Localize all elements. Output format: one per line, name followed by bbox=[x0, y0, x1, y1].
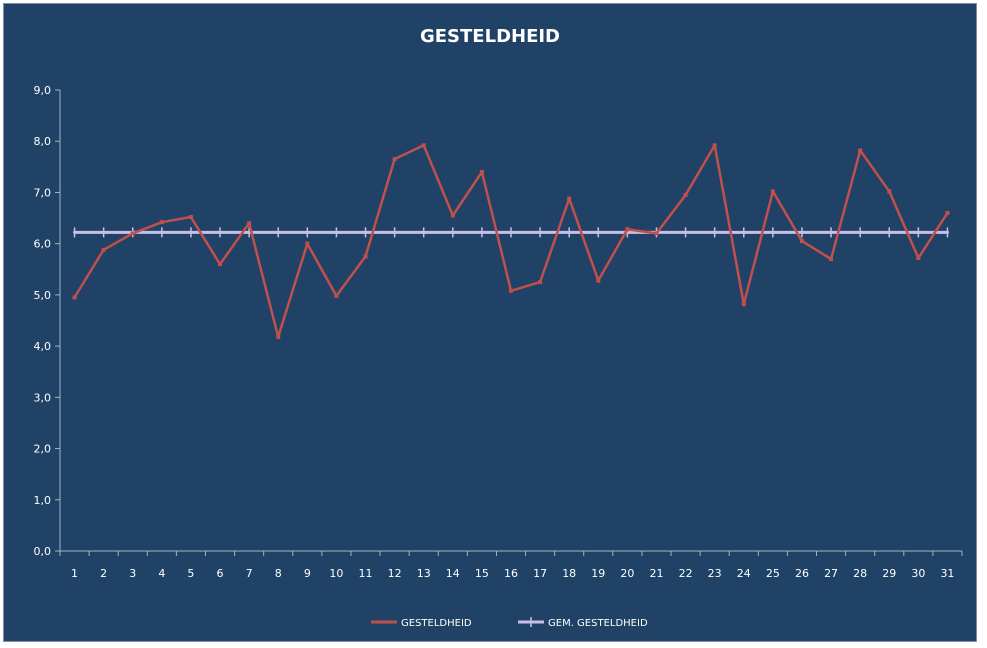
data-point-gesteldheid bbox=[479, 169, 484, 174]
data-point-gesteldheid bbox=[858, 148, 863, 153]
data-point-gesteldheid bbox=[188, 215, 193, 220]
data-point-gesteldheid bbox=[829, 257, 834, 262]
y-tick-label: 4,0 bbox=[34, 340, 52, 353]
data-point-gesteldheid bbox=[567, 196, 572, 201]
y-tick-label: 9,0 bbox=[34, 84, 52, 97]
x-tick-label: 28 bbox=[853, 567, 867, 580]
x-tick-label: 6 bbox=[217, 567, 224, 580]
x-tick-label: 14 bbox=[446, 567, 460, 580]
y-tick-label: 6,0 bbox=[34, 238, 52, 251]
x-tick-label: 7 bbox=[246, 567, 253, 580]
data-point-gesteldheid bbox=[363, 254, 368, 259]
x-tick-label: 8 bbox=[275, 567, 282, 580]
y-tick-label: 1,0 bbox=[34, 494, 52, 507]
x-tick-label: 26 bbox=[795, 567, 809, 580]
data-point-gesteldheid bbox=[159, 220, 164, 225]
data-point-gesteldheid bbox=[712, 143, 717, 148]
x-tick-label: 16 bbox=[504, 567, 518, 580]
data-point-gesteldheid bbox=[305, 241, 310, 246]
x-tick-label: 20 bbox=[620, 567, 634, 580]
y-tick-label: 2,0 bbox=[34, 443, 52, 456]
series-line-gesteldheid bbox=[73, 144, 949, 339]
y-tick-label: 0,0 bbox=[34, 545, 52, 558]
legend: GESTELDHEID GEM. GESTELDHEID bbox=[371, 617, 648, 629]
data-point-gesteldheid bbox=[916, 256, 921, 261]
x-tick-label: 25 bbox=[766, 567, 780, 580]
data-point-gesteldheid bbox=[421, 143, 426, 148]
data-point-gesteldheid bbox=[334, 293, 339, 298]
x-tick-label: 23 bbox=[708, 567, 722, 580]
x-tick-label: 3 bbox=[129, 567, 136, 580]
data-point-gesteldheid bbox=[741, 302, 746, 307]
x-tick-label: 24 bbox=[737, 567, 751, 580]
data-point-gesteldheid bbox=[945, 210, 950, 215]
data-point-gesteldheid bbox=[654, 231, 659, 236]
data-point-gesteldheid bbox=[770, 189, 775, 194]
x-tick-label: 10 bbox=[329, 567, 343, 580]
data-point-gesteldheid bbox=[101, 247, 106, 252]
x-tick-label: 17 bbox=[533, 567, 547, 580]
x-tick-label: 11 bbox=[359, 567, 373, 580]
y-tick-label: 7,0 bbox=[34, 186, 52, 199]
data-point-gesteldheid bbox=[538, 280, 543, 285]
y-tick-label: 5,0 bbox=[34, 289, 52, 302]
chart-area: GESTELDHEID bbox=[3, 3, 977, 642]
x-tick-label: 12 bbox=[388, 567, 402, 580]
x-tick-label: 21 bbox=[649, 567, 663, 580]
x-tick-label: 1 bbox=[71, 567, 78, 580]
data-point-gesteldheid bbox=[130, 231, 135, 236]
x-tick-label: 4 bbox=[158, 567, 165, 580]
data-point-gesteldheid bbox=[596, 278, 601, 283]
legend-label-gem-gesteldheid: GEM. GESTELDHEID bbox=[548, 618, 648, 629]
data-point-gesteldheid bbox=[683, 193, 688, 198]
data-point-gesteldheid bbox=[887, 189, 892, 194]
data-point-gesteldheid bbox=[276, 334, 281, 339]
x-tick-label: 22 bbox=[679, 567, 693, 580]
x-tick-label: 9 bbox=[304, 567, 311, 580]
legend-label-gesteldheid: GESTELDHEID bbox=[401, 618, 472, 629]
x-tick-label: 19 bbox=[591, 567, 605, 580]
data-point-gesteldheid bbox=[799, 239, 804, 244]
x-tick-label: 30 bbox=[911, 567, 925, 580]
x-tick-label: 2 bbox=[100, 567, 107, 580]
x-tick-label: 13 bbox=[417, 567, 431, 580]
data-point-gesteldheid bbox=[450, 213, 455, 218]
chart-title: GESTELDHEID bbox=[419, 26, 561, 47]
data-point-gesteldheid bbox=[509, 288, 513, 293]
series-layer bbox=[72, 143, 950, 339]
axes: 0,01,02,03,04,05,06,07,08,09,01 2 3 4 5 6 7 8 9 1… bbox=[34, 84, 963, 580]
y-tick-label: 3,0 bbox=[34, 391, 52, 404]
x-tick-label: 31 bbox=[940, 567, 954, 580]
x-tick-label: 15 bbox=[475, 567, 489, 580]
x-tick-label: 5 bbox=[187, 567, 194, 580]
data-point-gesteldheid bbox=[72, 295, 77, 300]
x-tick-label: 18 bbox=[562, 567, 576, 580]
x-tick-label: 27 bbox=[824, 567, 838, 580]
x-tick-label: 29 bbox=[882, 567, 896, 580]
data-point-gesteldheid bbox=[625, 227, 630, 232]
y-tick-label: 8,0 bbox=[34, 135, 52, 148]
data-point-gesteldheid bbox=[218, 262, 223, 267]
data-point-gesteldheid bbox=[392, 157, 397, 162]
data-point-gesteldheid bbox=[247, 221, 252, 226]
